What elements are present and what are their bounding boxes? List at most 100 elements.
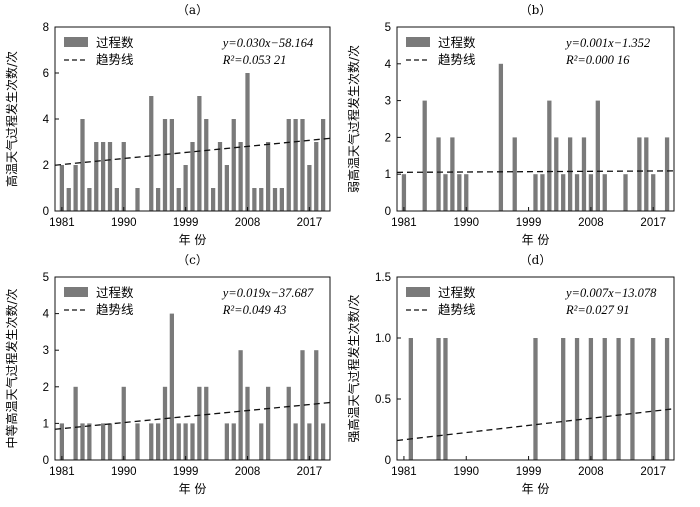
bar-1999 bbox=[183, 423, 188, 460]
bar-2011 bbox=[265, 386, 271, 460]
y-tick-label: 8 bbox=[43, 22, 49, 34]
bar-1987 bbox=[100, 423, 106, 460]
bar-1998 bbox=[176, 423, 181, 460]
bar-1995 bbox=[155, 188, 161, 211]
bar-2015 bbox=[293, 119, 298, 211]
bar-2015 bbox=[637, 137, 642, 211]
x-tick-label: 1999 bbox=[173, 466, 199, 478]
legend-swatch-bars bbox=[406, 37, 430, 47]
trend-line bbox=[396, 170, 675, 174]
bar-2012 bbox=[616, 338, 621, 460]
bar-2008 bbox=[588, 338, 594, 460]
bar-1988 bbox=[107, 423, 113, 460]
bar-2010 bbox=[259, 423, 264, 460]
y-axis-title: 强高温天气过程发生次数/次 bbox=[346, 294, 361, 442]
bar-2003 bbox=[554, 137, 559, 211]
bar-2017 bbox=[651, 174, 656, 211]
y-tick-label: 1 bbox=[385, 169, 391, 181]
bar-1986 bbox=[436, 338, 441, 460]
panel-d: （d） 0 0.5 1.0 1.5 1981 1990 1999 2008 2017 年 份 强高温天… bbox=[346, 253, 675, 496]
bar-1987 bbox=[443, 338, 448, 460]
bar-2001 bbox=[540, 174, 545, 211]
y-tick-label: 6 bbox=[43, 68, 49, 80]
y-tick-label: 2 bbox=[43, 382, 49, 394]
y-tick-label: 4 bbox=[43, 114, 50, 126]
trend-r-squared: R²=0.000 16 bbox=[565, 53, 630, 67]
legend-label-trend: 趋势线 bbox=[438, 302, 476, 317]
bar-1992 bbox=[135, 188, 140, 211]
bar-2002 bbox=[204, 386, 209, 460]
y-tick-label: 0 bbox=[43, 206, 49, 218]
bar-2001 bbox=[197, 96, 202, 211]
y-tick-label: 5 bbox=[385, 22, 391, 34]
y-tick-label: 0 bbox=[43, 455, 49, 467]
bar-1984 bbox=[80, 423, 85, 460]
y-tick-label: 2 bbox=[385, 132, 391, 144]
trend-r-squared: R²=0.053 21 bbox=[222, 53, 287, 67]
x-tick-label: 2008 bbox=[235, 217, 261, 229]
bar-1996 bbox=[162, 119, 168, 211]
panel-label: （a） bbox=[177, 3, 208, 17]
trend-r-squared: R²=0.049 43 bbox=[222, 303, 287, 317]
bar-1994 bbox=[149, 96, 154, 211]
bar-2005 bbox=[567, 137, 573, 211]
bar-2011 bbox=[265, 142, 271, 211]
bar-2012 bbox=[272, 188, 278, 211]
bar-2009 bbox=[252, 188, 257, 211]
bar-1988 bbox=[107, 142, 113, 211]
panel-b: （b） 0 1 2 3 4 5 1981 1990 1999 2008 2017 年 份 弱高温天气过程发… bbox=[346, 3, 675, 247]
trend-equation: y=0.030x−58.164 bbox=[221, 36, 313, 50]
bar-1992 bbox=[135, 423, 140, 460]
y-tick-label: 3 bbox=[385, 96, 391, 108]
bar-2007 bbox=[238, 142, 243, 211]
y-axis-title: 高温天气过程发生次数/次 bbox=[4, 51, 19, 187]
legend-label-bars: 过程数 bbox=[438, 35, 476, 50]
bar-2016 bbox=[644, 137, 649, 211]
bar-1997 bbox=[512, 137, 517, 211]
trend-r-squared: R²=0.027 91 bbox=[565, 303, 630, 317]
bar-2004 bbox=[561, 174, 566, 211]
y-tick-label: 4 bbox=[385, 59, 392, 71]
bar-1983 bbox=[73, 386, 78, 460]
bar-1996 bbox=[162, 386, 168, 460]
bar-2006 bbox=[574, 338, 580, 460]
bar-2014 bbox=[630, 338, 635, 460]
bar-2019 bbox=[320, 119, 326, 211]
legend-label-trend: 趋势线 bbox=[96, 302, 134, 317]
bar-2005 bbox=[224, 165, 229, 211]
bar-2018 bbox=[314, 142, 319, 211]
bar-2014 bbox=[286, 386, 291, 460]
bar-2006 bbox=[231, 119, 236, 211]
bar-2016 bbox=[300, 350, 305, 460]
bar-1981 bbox=[59, 165, 64, 211]
bar-1982 bbox=[408, 338, 413, 460]
x-tick-label: 2017 bbox=[297, 466, 323, 478]
bar-1989 bbox=[114, 188, 119, 211]
panel-label: （b） bbox=[520, 3, 552, 17]
bar-2001 bbox=[197, 386, 202, 460]
bar-2008 bbox=[245, 73, 250, 211]
bar-1986 bbox=[94, 142, 99, 211]
plot-frame bbox=[396, 26, 675, 212]
bar-2005 bbox=[224, 423, 229, 460]
bar-2019 bbox=[664, 137, 670, 211]
bar-1987 bbox=[100, 142, 106, 211]
bar-2010 bbox=[602, 174, 607, 211]
bar-2015 bbox=[293, 423, 298, 460]
trend-equation: y=0.007x−13.078 bbox=[564, 286, 657, 300]
bar-1998 bbox=[176, 188, 181, 211]
legend-label-bars: 过程数 bbox=[438, 285, 476, 300]
bar-2008 bbox=[245, 386, 250, 460]
bar-2002 bbox=[204, 119, 209, 211]
bar-2004 bbox=[217, 142, 223, 211]
bar-1984 bbox=[80, 119, 85, 211]
x-tick-label: 1981 bbox=[49, 466, 75, 478]
bar-1990 bbox=[464, 174, 469, 211]
trend-line bbox=[54, 401, 331, 430]
bar-2010 bbox=[602, 338, 607, 460]
plot-frame bbox=[396, 276, 675, 461]
bar-1990 bbox=[121, 142, 126, 211]
y-axis-title: 弱高温天气过程发生次数/次 bbox=[346, 45, 361, 193]
y-tick-label: 1.5 bbox=[375, 272, 391, 284]
bar-2007 bbox=[238, 350, 243, 460]
